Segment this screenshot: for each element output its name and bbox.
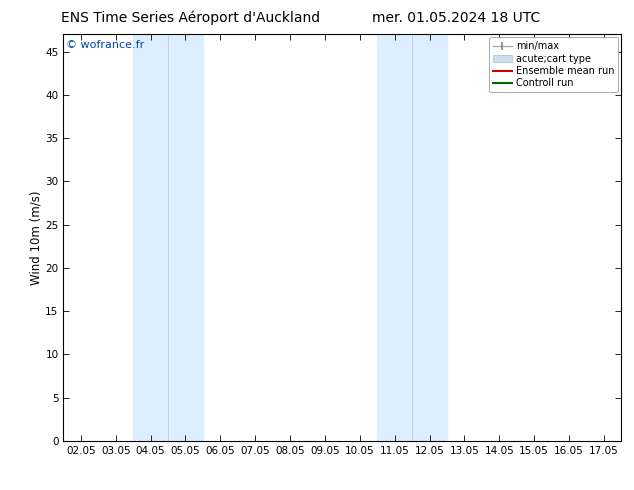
Text: mer. 01.05.2024 18 UTC: mer. 01.05.2024 18 UTC bbox=[372, 11, 541, 25]
Bar bbox=[133, 34, 203, 441]
Legend: min/max, acute;cart type, Ensemble mean run, Controll run: min/max, acute;cart type, Ensemble mean … bbox=[489, 37, 618, 92]
Text: © wofrance.fr: © wofrance.fr bbox=[66, 40, 145, 50]
Y-axis label: Wind 10m (m/s): Wind 10m (m/s) bbox=[30, 191, 42, 285]
Bar bbox=[377, 34, 447, 441]
Text: ENS Time Series Aéroport d'Auckland: ENS Time Series Aéroport d'Auckland bbox=[61, 11, 320, 25]
